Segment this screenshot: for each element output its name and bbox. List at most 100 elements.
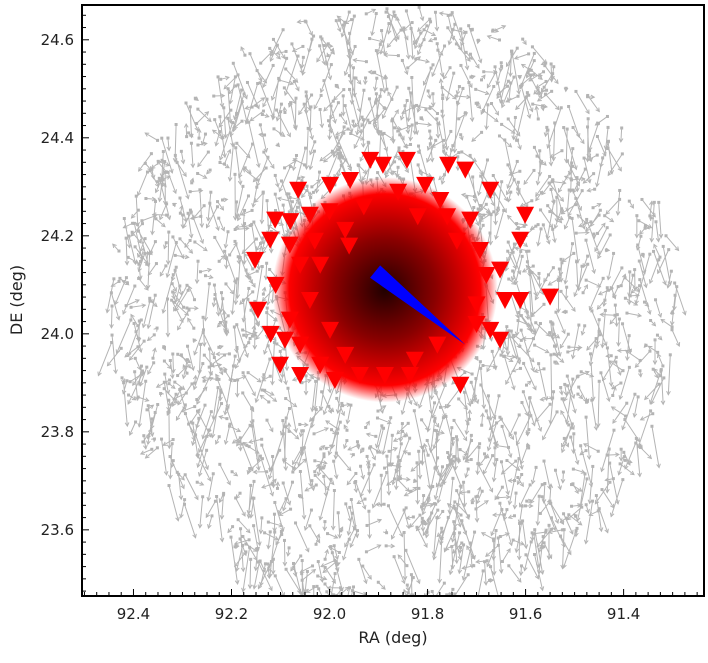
field-star-arrow [446, 503, 463, 517]
field-star-arrow [464, 467, 470, 479]
field-star-arrow [511, 366, 522, 373]
field-star-arrow [467, 409, 473, 421]
field-star-arrow [332, 459, 339, 480]
member-star-marker [289, 181, 308, 199]
field-star-arrow [613, 303, 619, 328]
field-star-arrow [605, 447, 611, 494]
field-star-arrow [283, 159, 298, 170]
field-star-arrow [352, 58, 368, 64]
field-star-arrow [609, 478, 625, 518]
field-star-arrow [401, 103, 419, 114]
field-star-arrow [507, 564, 522, 583]
field-star-arrow [275, 481, 281, 490]
field-star-arrow [121, 379, 129, 395]
field-star-arrow [468, 541, 475, 569]
field-star-arrow [474, 356, 479, 362]
field-star-arrow [563, 86, 569, 93]
field-star-arrow [313, 93, 323, 110]
field-star-arrow [553, 360, 560, 365]
field-star-arrow [198, 267, 213, 274]
field-star-arrow [233, 119, 244, 129]
field-star-arrow [370, 12, 378, 37]
field-star-arrow [521, 37, 527, 46]
field-star-arrow [535, 174, 552, 197]
field-star-arrow [669, 293, 677, 327]
field-star-arrow [262, 150, 275, 169]
field-star-arrow [522, 540, 533, 572]
field-star-arrow [426, 89, 432, 100]
field-star-arrow [291, 44, 305, 53]
field-star-arrow [189, 177, 195, 185]
field-star-arrow [543, 92, 560, 111]
field-star-arrow [195, 480, 205, 486]
field-star-arrow [318, 477, 333, 521]
field-star-arrow [344, 18, 354, 25]
field-star-arrow [223, 364, 235, 416]
field-star-arrow [418, 169, 433, 178]
field-star-arrow [518, 483, 532, 508]
field-star-arrow [160, 136, 174, 174]
field-star-arrow [402, 530, 408, 581]
field-star-arrow [165, 240, 178, 279]
field-star-arrow [565, 374, 576, 400]
field-star-arrow [582, 254, 590, 269]
field-star-arrow [433, 389, 438, 397]
field-star-arrow [599, 371, 611, 403]
field-star-arrow [570, 503, 582, 508]
field-star-arrow [479, 383, 497, 420]
field-star-arrow [272, 512, 277, 533]
field-star-arrow [195, 111, 210, 125]
field-star-arrow [224, 257, 229, 270]
field-star-arrow [307, 37, 314, 54]
field-star-arrow [653, 243, 662, 259]
field-star-arrow [402, 588, 408, 596]
field-star-arrow [559, 386, 564, 396]
field-star-arrow [518, 564, 524, 577]
field-star-arrow [158, 178, 172, 221]
field-star-arrow [327, 420, 342, 456]
field-star-arrow [357, 557, 368, 585]
field-star-arrow [584, 278, 602, 288]
field-star-arrow [148, 298, 158, 308]
field-star-arrow [460, 150, 478, 162]
field-star-arrow [301, 189, 309, 199]
field-star-arrow [650, 376, 666, 405]
field-star-arrow [241, 208, 247, 229]
field-star-arrow [130, 208, 140, 219]
field-star-arrow [409, 513, 422, 529]
field-star-arrow [136, 319, 142, 343]
field-star-arrow [203, 274, 214, 280]
field-star-arrow [596, 222, 606, 235]
field-star-arrow [161, 273, 175, 315]
field-star-arrow [148, 169, 160, 188]
field-star-arrow [361, 564, 372, 580]
field-star-arrow [488, 578, 495, 583]
field-star-arrow [156, 159, 171, 167]
field-star-arrow [539, 396, 555, 402]
field-star-arrow [491, 28, 500, 33]
field-star-arrow [217, 216, 226, 232]
field-star-arrow [211, 386, 220, 421]
field-star-arrow [312, 427, 330, 436]
field-star-arrow [329, 101, 340, 121]
field-star-arrow [133, 370, 140, 402]
field-star-arrow [532, 145, 543, 165]
field-star-arrow [533, 553, 545, 592]
field-star-arrow [420, 418, 430, 432]
field-star-arrow [422, 28, 437, 37]
field-star-arrow [207, 402, 223, 434]
field-star-arrow [206, 472, 215, 502]
field-star-arrow [130, 313, 140, 328]
field-star-arrow [292, 565, 298, 578]
field-star-arrow [300, 378, 313, 385]
field-star-arrow [476, 462, 494, 493]
field-star-arrow [549, 62, 554, 83]
field-star-arrow [546, 128, 554, 167]
field-star-arrow [178, 388, 187, 411]
field-star-arrow [398, 157, 409, 174]
field-star-arrow [233, 544, 240, 550]
field-star-arrow [440, 96, 446, 120]
field-star-arrow [192, 338, 198, 344]
field-star-arrow [282, 480, 294, 512]
field-star-arrow [266, 530, 272, 550]
